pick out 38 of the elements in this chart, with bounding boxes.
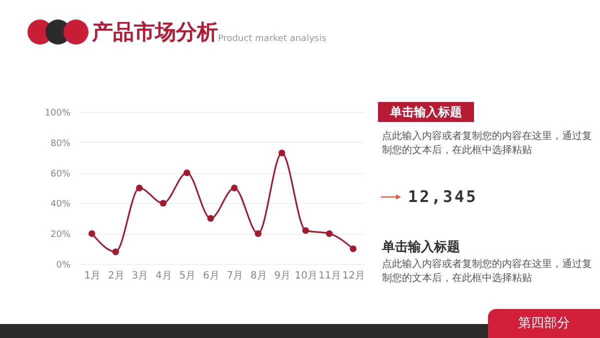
x-tick-label: 11月 bbox=[318, 270, 342, 282]
point bbox=[207, 215, 214, 222]
point bbox=[350, 245, 356, 252]
text: 第四部分 bbox=[488, 309, 600, 338]
x-tick-label: 6月 bbox=[202, 270, 220, 282]
x-tick-label: 5月 bbox=[179, 270, 196, 282]
text: 点此输入内容或者复制您的内容在这里，通过复制您的文本后，在此框中选择粘贴 bbox=[382, 130, 593, 158]
point bbox=[278, 150, 286, 156]
point bbox=[254, 230, 262, 237]
point bbox=[88, 230, 96, 237]
point bbox=[302, 227, 309, 234]
x-tick-label: 9月 bbox=[274, 270, 291, 282]
point bbox=[112, 248, 119, 256]
x-tick-label: 2月 bbox=[108, 270, 124, 282]
y-tick-label: 80% bbox=[50, 138, 71, 149]
point bbox=[184, 169, 190, 176]
text: 单击输入标题 bbox=[378, 102, 474, 122]
text: 单击输入标题 bbox=[382, 238, 460, 256]
x-tick-label: 1月 bbox=[84, 270, 101, 282]
x-tick-label: 3月 bbox=[132, 270, 148, 282]
point bbox=[326, 230, 333, 237]
y-tick-label: 20% bbox=[50, 230, 71, 240]
chart-subtitle: Product market analysis bbox=[218, 34, 326, 44]
x-tick-label: 4月 bbox=[155, 270, 172, 282]
point bbox=[160, 200, 166, 207]
y-tick-label: 100% bbox=[44, 108, 71, 118]
x-tick-label: 12月 bbox=[342, 270, 365, 282]
y-tick-label: 0% bbox=[56, 260, 71, 270]
text: 点此输入内容或者复制您的内容在这里，通过复制您的文本后，在此框中选择粘贴 bbox=[382, 258, 593, 286]
text: 12,345 bbox=[408, 187, 478, 206]
x-tick-label: 10月 bbox=[294, 270, 318, 282]
x-tick-label: 8月 bbox=[250, 270, 267, 282]
y-tick-label: 40% bbox=[50, 200, 71, 210]
chart-title: 产品市场分析 bbox=[92, 19, 218, 46]
y-tick-label: 60% bbox=[50, 169, 71, 180]
point bbox=[231, 184, 238, 192]
x-tick-label: 7月 bbox=[226, 270, 244, 282]
point bbox=[136, 184, 143, 192]
